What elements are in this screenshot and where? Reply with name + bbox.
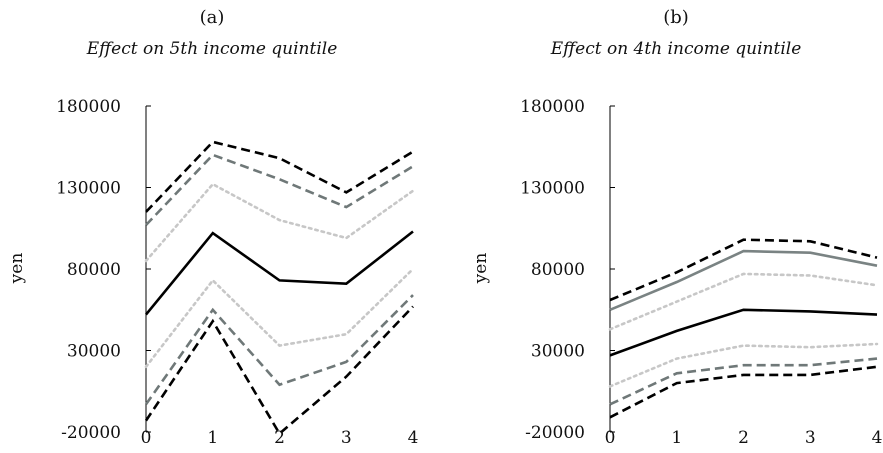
panel-b-y-ticks: 180000 130000 80000 30000 -20000 [520,97,585,443]
panel-b-x-tick-label: 4 [872,428,883,448]
panel-b-x-tick-label: 3 [805,428,816,448]
panel-b-series [610,240,877,418]
panel-b-title: Effect on 4th income quintile [550,39,802,59]
panel-b-x-tick-label: 1 [671,428,682,448]
panel-b-series-line-solid [610,310,877,356]
panel-a-series-line-solid [146,232,413,315]
panel-a-x-tick-label: 1 [207,428,218,448]
panel-a-series-line-dashed [146,307,413,434]
panel-a-axes [146,106,151,432]
panel-a-y-tick-label: -20000 [61,423,121,443]
panel-b-x-tick-label: 2 [738,428,749,448]
panel-b-axes [610,106,615,432]
panel-b-y-tick-label: 80000 [531,260,585,280]
panel-b-series-line-dashed [610,367,877,418]
panel-a-x-tick-label: 0 [141,428,152,448]
panel-a-title: Effect on 5th income quintile [86,39,338,59]
panel-a-x-tick-label: 3 [341,428,352,448]
panel-a-letter: (a) [200,7,225,28]
panel-b-y-tick-label: 30000 [531,342,585,362]
panel-a-series-line-dashed [146,295,413,404]
panel-b-y-tick-label: 130000 [520,179,585,199]
panel-b-letter: (b) [663,7,689,28]
panel-a-x-ticks: 0 1 2 3 4 [141,428,419,448]
panel-b-y-tick-label: 180000 [520,97,585,117]
panel-a-series-line-dashed [146,142,413,212]
panel-b-y-tick-label: -20000 [525,423,585,443]
panel-a-series-line-dotted [146,269,413,367]
panel-a-x-tick-label: 4 [408,428,419,448]
panel-b-x-tick-label: 0 [605,428,616,448]
panel-b-series-line-solid [610,251,877,310]
panel-a-x-tick-label: 2 [274,428,285,448]
panel-b: (b) Effect on 4th income quintile yen 18… [471,7,882,448]
panel-a-y-axis-label: yen [7,253,27,285]
panel-a-series [146,142,413,434]
panel-b-series-line-dashed [610,240,877,300]
panel-a: (a) Effect on 5th income quintile yen 18… [7,7,418,448]
panel-a-series-line-dotted [146,184,413,261]
panel-a-y-tick-label: 180000 [56,97,121,117]
panel-a-y-tick-label: 30000 [67,342,121,362]
panel-a-y-tick-label: 80000 [67,260,121,280]
panel-b-y-axis-label: yen [471,253,491,285]
panel-a-y-tick-label: 130000 [56,179,121,199]
panel-a-y-ticks: 180000 130000 80000 30000 -20000 [56,97,121,443]
panel-b-x-ticks: 0 1 2 3 4 [605,428,883,448]
